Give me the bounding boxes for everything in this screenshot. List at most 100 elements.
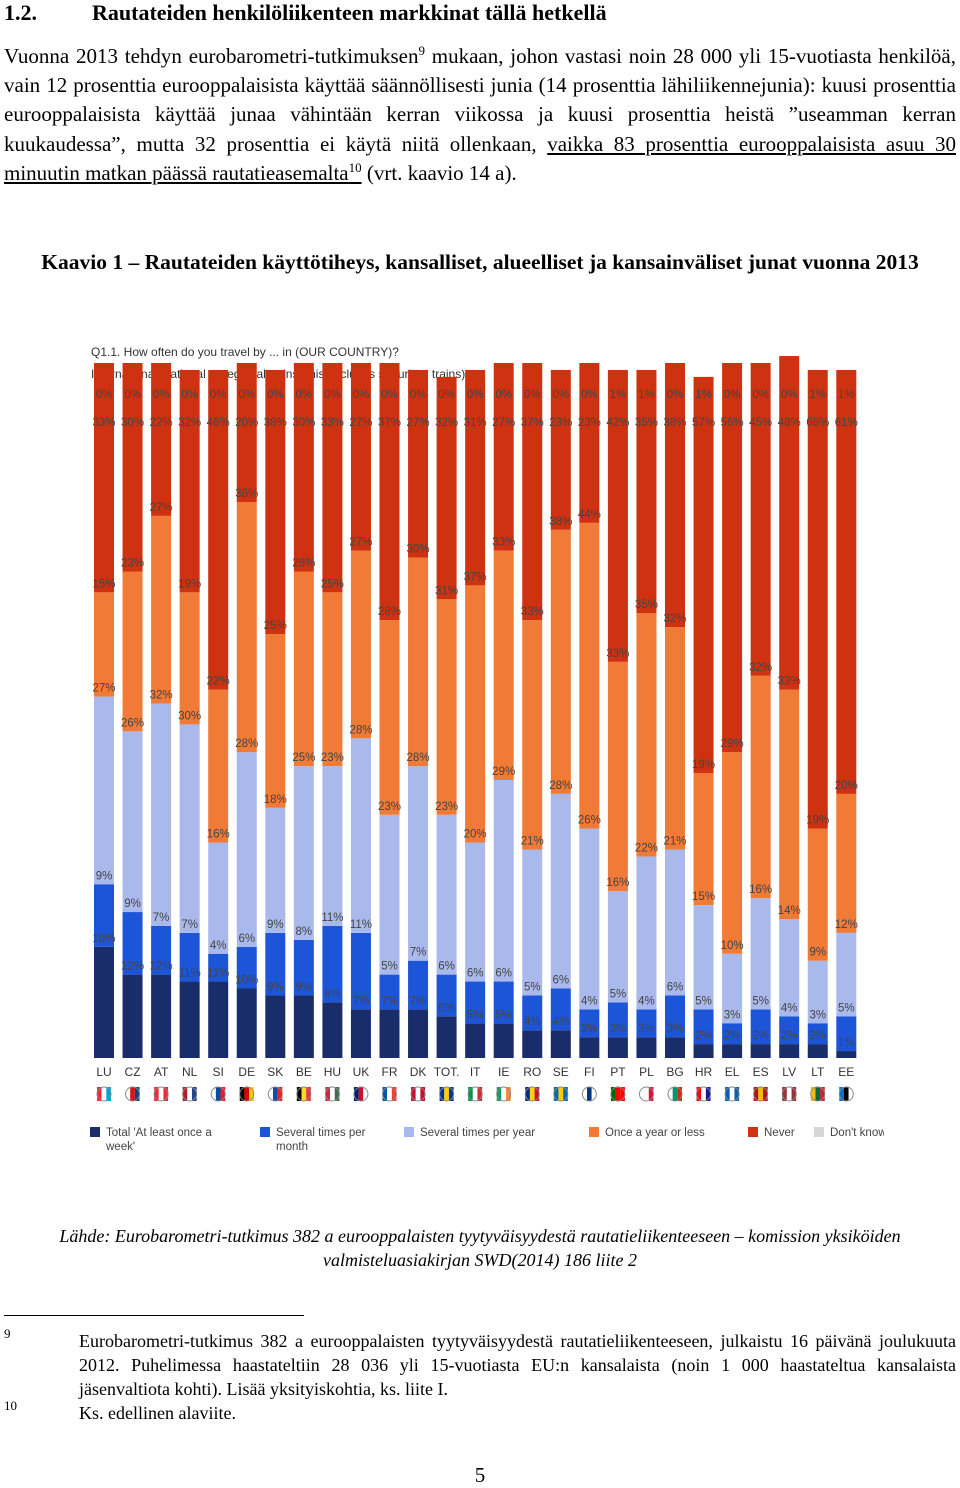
bar-PL-seg-2 — [636, 856, 657, 1010]
flag-HR — [696, 1086, 712, 1102]
flag-part — [382, 1087, 388, 1101]
flag-border — [210, 1086, 226, 1102]
bar-SE-seg-3 — [550, 529, 571, 794]
label-BG-seg-0: 3% — [667, 1023, 684, 1035]
label-BE-seg-0: 9% — [296, 981, 313, 993]
footnote-ref-10[interactable]: 10 — [348, 159, 362, 175]
bar-HR-seg-4 — [693, 376, 714, 774]
bar-HU-seg-3 — [322, 592, 343, 767]
label-CZ-seg-3: 23% — [121, 558, 144, 570]
bar-SI-seg-1 — [208, 953, 229, 982]
category-EL: EL — [725, 1065, 740, 1079]
label-EE-seg-4: 61% — [835, 417, 858, 429]
bar-PT-seg-3 — [607, 661, 628, 892]
chart-category-labels: LU CZ AT NL SI DE SK BE HU UK FR DK TOT. IT IE RO SE FI PT… — [96, 1065, 854, 1079]
flag-border — [96, 1086, 112, 1102]
label-EE-seg-0: 1% — [838, 1037, 855, 1049]
flag-border — [382, 1086, 397, 1102]
bar-IT-seg-4 — [465, 369, 486, 586]
flag-part — [353, 1087, 359, 1101]
label-BE-seg-1: 8% — [296, 926, 313, 938]
flag-part — [582, 1087, 588, 1101]
bar-LU-seg-1 — [94, 884, 114, 947]
bar-HU-seg-0 — [322, 1002, 343, 1058]
footnote-ref-9[interactable]: 9 — [418, 43, 425, 58]
bar-EE-seg-2 — [836, 932, 857, 1017]
flag-part — [249, 1087, 254, 1101]
flag-part — [268, 1087, 273, 1101]
flag-part — [620, 1087, 625, 1101]
label-HU-seg-0: 8% — [324, 988, 341, 1000]
flag-ES — [753, 1086, 769, 1102]
bar-TOT.-seg-1 — [436, 974, 457, 1017]
bar-RO-seg-3 — [522, 620, 543, 850]
bar-AT-seg-4 — [151, 363, 172, 516]
bar-HR-seg-3 — [693, 773, 714, 906]
label-DE-dontknow: 0% — [238, 389, 255, 401]
bar-EE-seg-3 — [836, 793, 857, 933]
bar-TOT.-seg-0 — [436, 1016, 457, 1058]
label-HU-seg-3: 25% — [321, 578, 344, 590]
flag-part — [125, 1087, 131, 1101]
legend-item: Don't know — [814, 1127, 884, 1139]
bar-AT-seg-2 — [151, 703, 172, 926]
flag-IE — [496, 1086, 512, 1102]
bar-EL-seg-4 — [722, 363, 743, 753]
flag-part — [725, 1087, 730, 1101]
flag-CZ — [125, 1086, 141, 1102]
paragraph-text-1: Vuonna 2013 tehdyn eurobarometri-tutkimu… — [4, 44, 419, 68]
bar-RO-seg-2 — [522, 849, 543, 996]
bar-TOT.-seg-2 — [436, 814, 457, 975]
bar-BG-seg-3 — [665, 627, 685, 850]
bar-DK-seg-2 — [408, 766, 429, 961]
legend-label: Once a year or less — [605, 1127, 705, 1139]
label-PT-seg-0: 3% — [610, 1023, 627, 1035]
bar-SI-seg-0 — [208, 981, 229, 1058]
bar-EL-seg-1 — [722, 1023, 743, 1045]
bar-DK-seg-1 — [408, 960, 429, 1010]
bar-DK-seg-0 — [408, 1009, 429, 1058]
label-FI-seg-4: 23% — [578, 417, 601, 429]
label-HR-seg-3: 19% — [692, 759, 715, 771]
label-IE-seg-3: 33% — [492, 537, 515, 549]
bar-BE-seg-2 — [293, 766, 314, 940]
category-AT: AT — [154, 1065, 169, 1079]
category-IE: IE — [498, 1065, 509, 1079]
label-LU-seg-1: 9% — [96, 870, 113, 882]
label-DK-seg-2: 28% — [407, 752, 430, 764]
flag-border — [524, 1086, 540, 1102]
section-heading: 1.2. Rautateiden henkilöliikenteen markki… — [4, 0, 607, 26]
label-NL-seg-4: 32% — [178, 417, 201, 429]
label-IT-seg-0: 5% — [467, 1009, 484, 1021]
bar-FR-seg-1 — [379, 974, 400, 1010]
label-LT-seg-3: 19% — [806, 815, 829, 827]
label-LU-dontknow: 0% — [96, 389, 113, 401]
label-EL-seg-3: 29% — [721, 738, 744, 750]
flag-part — [648, 1087, 654, 1101]
bar-BG-seg-1 — [665, 995, 685, 1038]
label-FI-dontknow: 0% — [581, 389, 598, 401]
footnote-9-text: Eurobarometri-tutkimus 382 a eurooppalai… — [79, 1331, 956, 1399]
flag-UK — [353, 1086, 369, 1102]
label-EL-dontknow: 0% — [724, 389, 741, 401]
label-NL-seg-0: 11% — [179, 968, 201, 980]
label-DE-seg-2: 28% — [235, 738, 258, 750]
label-CZ-seg-0: 12% — [121, 961, 144, 973]
flag-part — [154, 1087, 159, 1101]
bar-EL-seg-3 — [722, 752, 743, 954]
bar-EE-seg-0 — [836, 1051, 857, 1058]
legend-item: Total 'At least once a week' — [90, 1127, 212, 1153]
label-EE-dontknow: 1% — [838, 389, 855, 401]
category-ES: ES — [753, 1065, 769, 1079]
label-SK-seg-2: 18% — [264, 794, 287, 806]
flag-part — [325, 1087, 331, 1101]
bar-LU-seg-2 — [94, 696, 114, 885]
flag-part — [820, 1087, 825, 1101]
bar-BG-seg-4 — [665, 363, 685, 628]
bar-DE-seg-2 — [236, 752, 257, 947]
bar-SK-seg-0 — [265, 995, 286, 1058]
category-TOT.: TOT. — [434, 1065, 460, 1079]
bar-SK-seg-4 — [265, 369, 286, 635]
bar-IE-seg-1 — [493, 981, 514, 1024]
bar-CZ-seg-1 — [122, 912, 143, 975]
